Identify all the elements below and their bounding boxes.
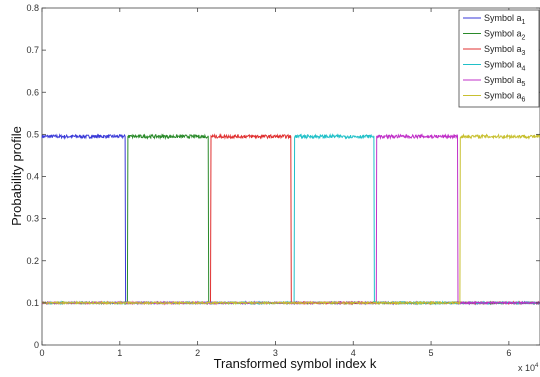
y-tick-label: 0.5 [26,129,39,139]
x-tick-label: 4 [351,348,356,358]
legend-entry-label: Symbol a4 [484,60,526,73]
legend-entry-label: Symbol a2 [484,29,526,42]
series-layer [41,132,540,306]
legend-entry-label: Symbol a6 [484,91,526,104]
x-tick-label: 6 [506,348,511,358]
y-tick-label: 0.8 [26,3,39,13]
x-axis-exponent-power: 4 [535,363,539,369]
y-axis-label: Probability profile [9,126,24,226]
x-tick-label: 1 [117,348,122,358]
legend-entry-label: Symbol a1 [484,13,526,26]
x-tick-label: 5 [429,348,434,358]
x-tick-label: 3 [273,348,278,358]
legend-box [458,9,540,108]
legend-entry-label: Symbol a3 [484,44,526,57]
y-tick-label: 0.2 [26,256,39,266]
legend: Symbol a1 Symbol a2 Symbol a3 Symbol a4 Symb… [458,9,540,108]
x-tick-label: 2 [195,348,200,358]
y-tick-label: 0 [34,340,39,350]
y-tick-label: 0.3 [26,214,39,224]
x-tick-label: 0 [39,348,44,358]
y-tick-label: 0.7 [26,45,39,55]
y-tick-label: 0.6 [26,87,39,97]
y-tick-label: 0.1 [26,298,39,308]
legend-entry-label: Symbol a5 [484,75,526,88]
x-axis-exponent: x 104 [518,363,539,373]
x-axis-label: Transformed symbol index k [214,356,377,371]
series-line-symbol-a6 [41,133,540,306]
y-tick-label: 0.4 [26,172,39,182]
ticks-layer: 0 1 2 3 4 5 6 0 0.1 0.2 0.3 0.4 0.5 0.6 0.7 0.8 [26,3,540,358]
